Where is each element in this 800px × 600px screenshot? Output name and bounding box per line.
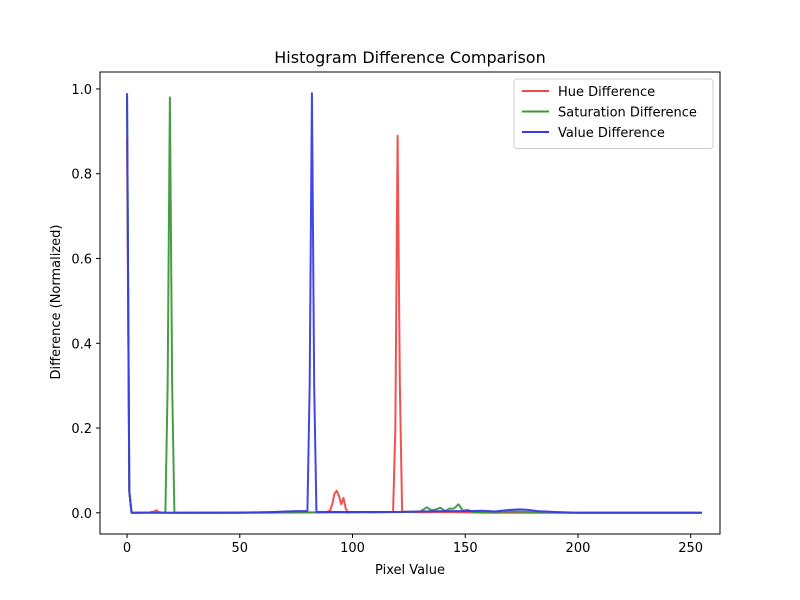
legend-entry-label: Hue Difference [558, 85, 655, 100]
y-axis-label: Difference (Normalized) [49, 224, 64, 379]
legend: Hue Difference Saturation Difference Value… [513, 78, 714, 149]
y-tick-label: 0.4 [71, 337, 92, 352]
y-tick-label: 0.2 [71, 422, 92, 437]
x-tick-label: 0 [123, 541, 131, 556]
legend-entry-label: Saturation Difference [558, 106, 697, 121]
x-tick-label: 50 [232, 541, 249, 556]
x-tick-label: 200 [566, 541, 591, 556]
series-line-2 [126, 96, 702, 514]
chart-title: Histogram Difference Comparison [274, 48, 545, 67]
x-axis-label: Pixel Value [375, 563, 445, 578]
x-tick-label: 250 [678, 541, 703, 556]
y-tick-label: 0.0 [71, 507, 92, 522]
series-lines [126, 92, 702, 514]
legend-entry-label: Value Difference [558, 126, 665, 141]
y-tick-label: 0.8 [71, 168, 92, 183]
x-tick-label: 100 [340, 541, 365, 556]
y-tick-label: 1.0 [71, 83, 92, 98]
x-tick-label: 150 [453, 541, 478, 556]
series-line-3 [126, 92, 702, 514]
axis-ticks: 0 50 100 150 200 250 0.0 0.2 0.4 0.6 0.8 1.0 [71, 83, 703, 556]
y-tick-label: 0.6 [71, 252, 92, 267]
legend-box [513, 78, 714, 149]
plot-area-frame [99, 71, 721, 535]
